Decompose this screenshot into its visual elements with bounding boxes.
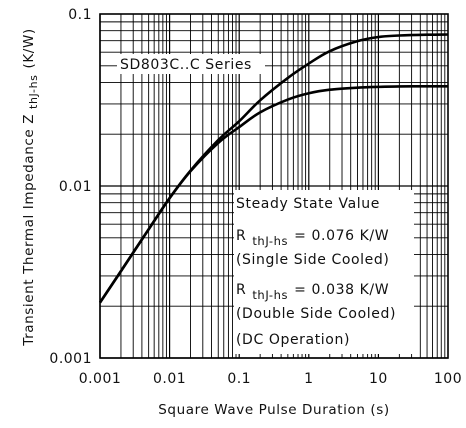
single-side-label: (Single Side Cooled) [236, 252, 389, 268]
steady-state-title: Steady State Value [236, 196, 380, 212]
x-tick-label-10: 10 [369, 371, 388, 387]
double-r-sub: thJ-hs [252, 288, 288, 302]
y-axis-title-sub: thJ-hs [27, 75, 40, 109]
x-tick-label-0.001: 0.001 [79, 371, 122, 387]
series-label: SD803C..C Series [120, 57, 252, 73]
x-tick-label-1: 1 [304, 371, 313, 387]
x-tick-label-100: 100 [434, 371, 462, 387]
y-tick-label-0.001: 0.001 [49, 351, 92, 367]
steady-state-box [234, 190, 414, 354]
double-r-value: = 0.038 K/W [294, 282, 389, 298]
y-axis-title: Transient Thermal Impedance Z thJ-hs (K/W) [21, 28, 40, 347]
y-tick-label-0.01: 0.01 [59, 179, 92, 195]
double-r-symbol: R [236, 282, 246, 298]
y-axis-title-unit: (K/W) [21, 28, 37, 68]
single-r-symbol: R [236, 228, 246, 244]
plot-frame [99, 13, 449, 359]
single-r-value: = 0.076 K/W [294, 228, 389, 244]
series-label-box [117, 54, 265, 74]
curve-double-side-cooled [98, 84, 449, 304]
double-side-label: (Double Side Cooled) [236, 306, 396, 322]
x-tick-label-0.1: 0.1 [227, 371, 251, 387]
dc-operation-label: (DC Operation) [236, 332, 350, 348]
y-tick-label-0.1: 0.1 [68, 7, 92, 23]
x-tick-label-0.01: 0.01 [153, 371, 186, 387]
single-r-sub: thJ-hs [252, 234, 288, 248]
x-axis-title: Square Wave Pulse Duration (s) [158, 402, 390, 418]
y-axis-title-main: Transient Thermal Impedance Z [21, 114, 37, 347]
curves [98, 33, 449, 304]
